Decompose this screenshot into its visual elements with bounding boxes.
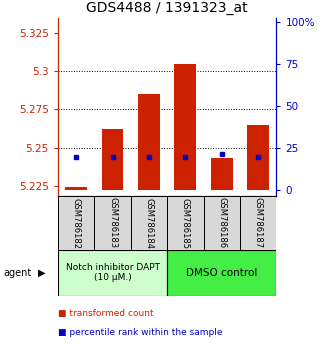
Bar	[247, 125, 269, 190]
Text: GSM786182: GSM786182	[71, 198, 81, 249]
Bar	[58, 250, 167, 296]
Bar	[65, 187, 87, 190]
Bar	[240, 196, 276, 250]
Text: ■ transformed count: ■ transformed count	[58, 309, 154, 318]
Text: GSM786186: GSM786186	[217, 198, 226, 249]
Text: agent: agent	[3, 268, 31, 278]
Title: GDS4488 / 1391323_at: GDS4488 / 1391323_at	[86, 1, 248, 15]
Text: DMSO control: DMSO control	[186, 268, 258, 278]
Text: GSM786183: GSM786183	[108, 198, 117, 249]
Bar	[58, 196, 94, 250]
Text: Notch inhibitor DAPT
(10 μM.): Notch inhibitor DAPT (10 μM.)	[66, 263, 160, 282]
Text: GSM786185: GSM786185	[181, 198, 190, 249]
Bar	[94, 196, 131, 250]
Bar	[138, 94, 160, 190]
Bar	[102, 129, 123, 190]
Text: GSM786184: GSM786184	[144, 198, 154, 249]
Bar	[167, 196, 204, 250]
Bar	[131, 196, 167, 250]
Text: ▶: ▶	[38, 268, 46, 278]
Bar	[167, 250, 276, 296]
Bar	[174, 63, 196, 190]
Text: ■ percentile rank within the sample: ■ percentile rank within the sample	[58, 328, 222, 337]
Text: GSM786187: GSM786187	[254, 198, 263, 249]
Bar	[204, 196, 240, 250]
Bar	[211, 158, 233, 190]
